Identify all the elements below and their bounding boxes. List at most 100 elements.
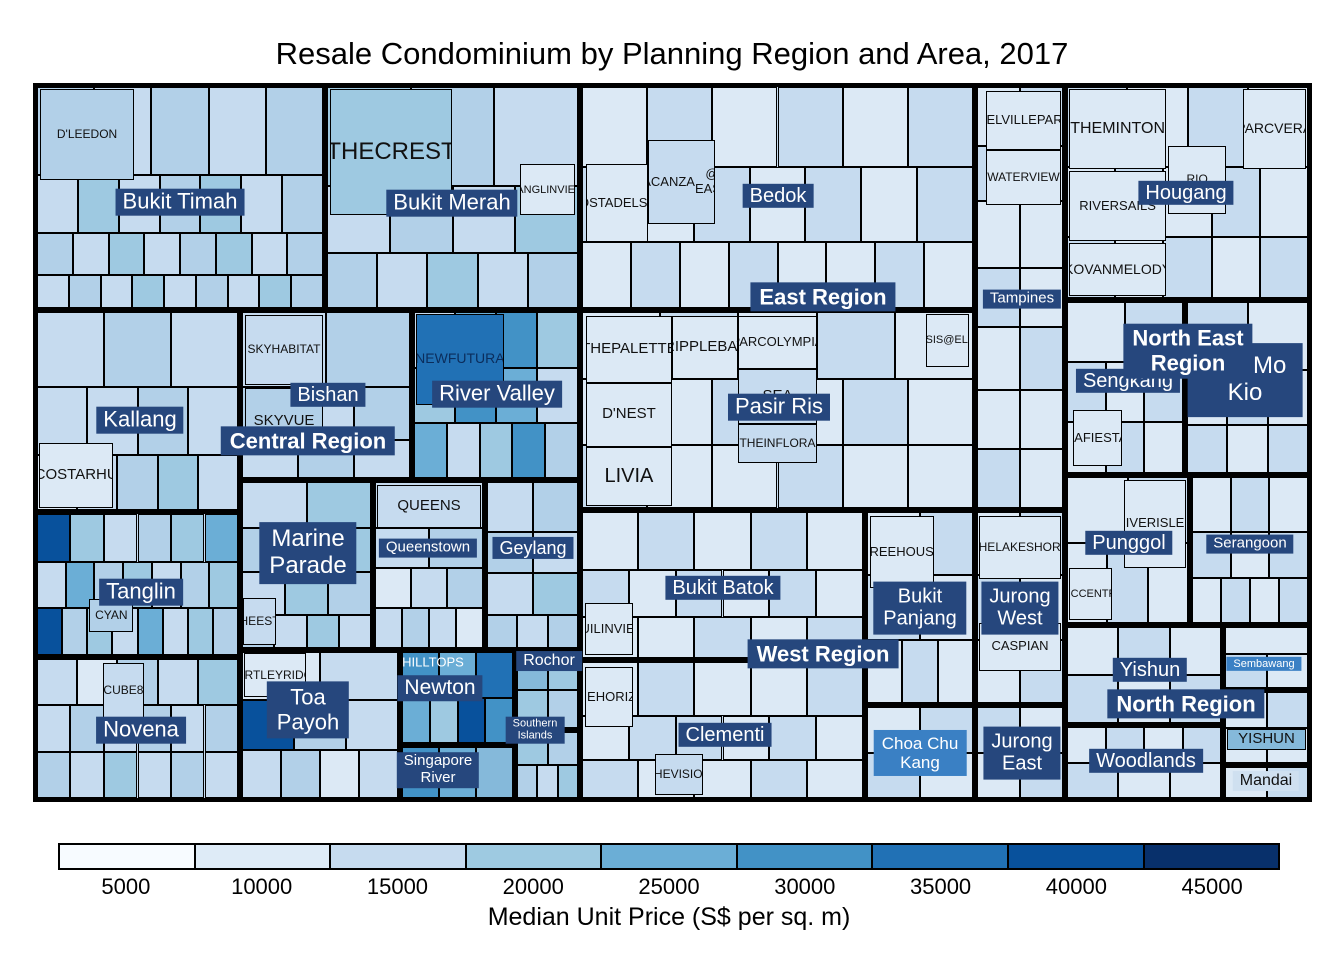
label-line: RIVERSAILS — [1079, 197, 1156, 213]
label-line: Sembawang — [1233, 657, 1295, 670]
label-line: PALETTE — [611, 339, 672, 357]
treemap-cell — [144, 232, 180, 275]
label-line: East — [1001, 753, 1043, 775]
legend-segment-7 — [871, 845, 1007, 868]
label-line: Kio — [1227, 379, 1263, 406]
label-line: Payoh — [276, 709, 340, 734]
treemap-cell — [251, 232, 288, 275]
treemap-cell — [227, 274, 260, 308]
label-line: BARTLEY — [244, 667, 283, 682]
area-label-singapore-river: Singapore River — [396, 752, 480, 788]
treemap-cell — [37, 659, 78, 705]
label-line: Bedok — [749, 184, 807, 207]
treemap-cell — [805, 166, 862, 242]
condo-cube-8: CUBE 8 — [103, 663, 144, 719]
label-line: West Region — [756, 641, 890, 667]
treemap-cell — [137, 752, 171, 798]
treemap-cell — [70, 752, 104, 798]
treemap-cell — [479, 423, 513, 478]
area-label-yishun: Yishun — [1112, 657, 1188, 683]
treemap-cell — [1144, 421, 1183, 473]
treemap-cell — [1221, 577, 1250, 623]
condo-the-vision: THEVISION — [655, 754, 703, 796]
treemap-cell — [274, 614, 307, 648]
legend-tick-label: 20000 — [502, 874, 564, 899]
treemap-cell — [1067, 302, 1125, 362]
label-line: Marine — [271, 525, 345, 553]
treemap-cell — [157, 659, 198, 705]
treemap-cell — [70, 514, 104, 562]
label-line: Bishan — [297, 383, 359, 406]
treemap-cell — [157, 454, 198, 510]
treemap-cell — [242, 749, 281, 798]
treemap-cell — [446, 423, 480, 478]
label-line: LIVIA — [604, 465, 654, 488]
treemap-cell — [1020, 449, 1063, 508]
treemap-cell — [103, 514, 138, 562]
treemap-cell — [287, 232, 323, 275]
legend-segment-5 — [600, 845, 736, 868]
condo-the-lakeshore: THELAKESHORE — [978, 515, 1062, 579]
condo-blue-horizon: BLUEHORIZON — [584, 667, 633, 728]
treemap-cell — [750, 512, 807, 571]
treemap-cell — [1267, 425, 1308, 473]
area-bukit-batok: GUILINVIEW — [580, 510, 865, 660]
area-label-toa-payoh: Toa Payoh — [266, 681, 350, 739]
label-line: RIPPLE — [673, 337, 718, 355]
label-line: OLYMPIA — [766, 334, 816, 350]
treemap-cell — [977, 326, 1020, 391]
label-line: Pasir Ris — [734, 393, 824, 419]
treemap-cell — [1279, 577, 1308, 623]
treemap-cell — [1020, 326, 1063, 391]
label-line: LAKESHORE — [995, 539, 1061, 554]
area-label-newton: Newton — [397, 675, 483, 701]
treemap-cell — [638, 617, 695, 658]
label-line: ESTA — [256, 613, 274, 628]
treemap-cell — [532, 573, 578, 615]
condo-tanglin-view: TANGLINVIEW — [520, 164, 576, 216]
treemap-cell — [582, 87, 648, 167]
area-label-geylang: Geylang — [492, 536, 574, 560]
label-line: MINTON — [1102, 120, 1166, 138]
treemap-cell — [37, 274, 69, 308]
treemap-cell — [320, 749, 359, 798]
treemap-cell — [1192, 577, 1221, 623]
treemap-cell — [842, 445, 908, 508]
treemap-cell — [557, 765, 578, 798]
treemap-cell — [1225, 627, 1308, 655]
treemap-cell — [1227, 425, 1268, 473]
condo-parc-vera: PARCVERA — [1242, 89, 1306, 170]
treemap-cell — [517, 765, 538, 798]
label-line: THE — [244, 613, 257, 628]
condo-guilin-view: GUILINVIEW — [584, 602, 633, 656]
treemap-cell — [532, 482, 578, 532]
area-label-tampines: Tampines — [982, 289, 1062, 309]
legend-tick-label: 15000 — [366, 874, 429, 899]
treemap-cell — [924, 241, 973, 308]
label-line: Kallang — [103, 406, 177, 432]
treemap-cell — [547, 614, 578, 648]
label-line: Choa Chu — [881, 733, 959, 753]
label-line: Kang — [900, 753, 940, 772]
label-line: Panjang — [883, 608, 957, 630]
label-line: QUEENS — [397, 497, 461, 515]
condo-hilltops: HILLTOPS — [402, 655, 464, 671]
treemap-cell — [209, 561, 238, 609]
label-line: SKY — [253, 412, 284, 430]
treemap-cell — [180, 561, 210, 609]
treemap-cell — [259, 274, 292, 308]
label-line: RHU — [85, 465, 112, 483]
label-line: VACANZA — [649, 173, 695, 189]
label-line: West — [997, 608, 1043, 630]
treemap-cell — [197, 454, 238, 510]
treemap-cell — [37, 312, 104, 388]
treemap-cell — [1259, 167, 1308, 237]
treemap-cell — [281, 749, 320, 798]
area-label-tanglin: Tanglin — [99, 578, 183, 606]
treemap: D'LEEDONTHECRESTTANGLINVIEWCOSTARHUSKYHA… — [33, 83, 1312, 802]
treemap-cell — [291, 274, 323, 308]
treemap-cell — [187, 608, 213, 655]
treemap-cell — [212, 608, 238, 655]
condo-ripple-bay: RIPPLEBAY — [671, 315, 739, 379]
